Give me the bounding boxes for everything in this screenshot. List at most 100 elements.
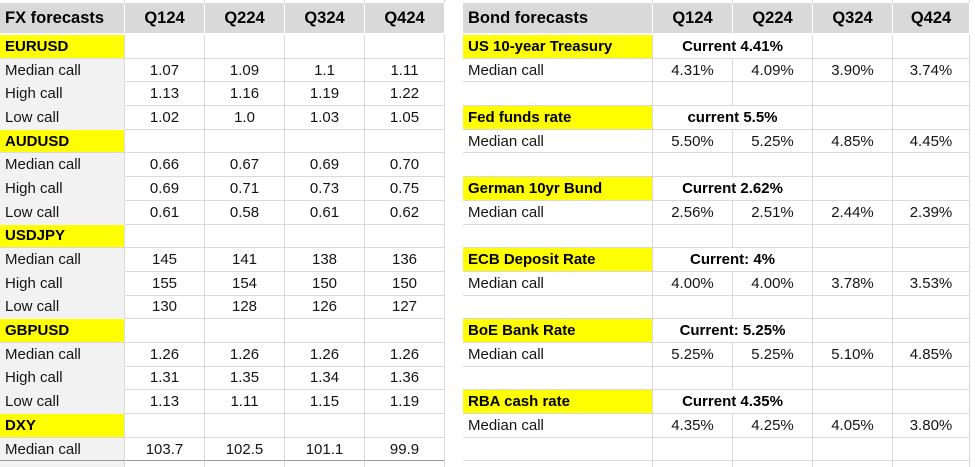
empty-cell[interactable] [653, 437, 733, 462]
empty-cell[interactable] [813, 177, 893, 201]
value-cell-audusd-q224[interactable]: 0.58 [205, 200, 285, 225]
value-cell-us-10-year-treasury-q424[interactable]: 3.74% [893, 58, 970, 83]
empty-cell[interactable] [125, 35, 205, 59]
column-header-q324[interactable]: Q324 [285, 3, 365, 35]
current-rate-boe-bank-rate[interactable]: Current: 5.25% [653, 319, 813, 343]
value-cell-dxy-q224[interactable]: 102.5 [205, 437, 285, 462]
empty-cell[interactable] [653, 295, 733, 320]
section-label-usdjpy[interactable]: USDJPY [0, 224, 125, 249]
empty-cell[interactable] [813, 319, 893, 343]
section-label-us-10-year-treasury[interactable]: US 10-year Treasury [463, 35, 653, 59]
value-cell-eurusd-q324[interactable]: 1.03 [285, 106, 365, 130]
empty-cell[interactable] [653, 153, 733, 178]
value-cell-usdjpy-q124[interactable]: 130 [125, 295, 205, 320]
value-cell-rba-cash-rate-q424[interactable]: 3.80% [893, 414, 970, 438]
empty-cell[interactable] [285, 129, 365, 154]
value-cell-gbpusd-q424[interactable]: 1.36 [365, 366, 445, 391]
row-label-eurusd-low-call[interactable]: Low call [0, 106, 125, 130]
row-label-dxy-median-call[interactable]: Median call [0, 437, 125, 462]
empty-cell[interactable] [463, 224, 653, 249]
value-cell-gbpusd-q424[interactable]: 1.19 [365, 390, 445, 414]
empty-cell[interactable] [463, 437, 653, 462]
empty-cell[interactable] [653, 366, 733, 391]
value-cell-eurusd-q224[interactable]: 1.09 [205, 58, 285, 83]
value-cell-gbpusd-q324[interactable]: 1.15 [285, 390, 365, 414]
row-label-audusd-low-call[interactable]: Low call [0, 200, 125, 225]
empty-cell[interactable] [365, 35, 445, 59]
value-cell-audusd-q324[interactable]: 0.69 [285, 153, 365, 178]
empty-cell[interactable] [463, 82, 653, 107]
value-cell-dxy-q124[interactable]: 103.7 [125, 437, 205, 462]
fx-forecasts-header-cell[interactable]: FX forecasts [0, 3, 125, 35]
empty-cell[interactable] [125, 224, 205, 249]
value-cell-dxy-q424[interactable]: 99.9 [365, 437, 445, 462]
section-label-rba-cash-rate[interactable]: RBA cash rate [463, 390, 653, 414]
column-header-q224[interactable]: Q224 [205, 3, 285, 35]
empty-cell[interactable] [365, 224, 445, 249]
column-header-q124[interactable]: Q124 [125, 3, 205, 35]
value-cell-eurusd-q124[interactable]: 1.13 [125, 82, 205, 107]
empty-cell[interactable] [813, 366, 893, 391]
section-label-fed-funds-rate[interactable]: Fed funds rate [463, 106, 653, 130]
value-cell-audusd-q124[interactable]: 0.61 [125, 200, 205, 225]
value-cell-usdjpy-q224[interactable]: 154 [205, 271, 285, 296]
empty-cell[interactable] [463, 153, 653, 178]
empty-cell[interactable] [893, 153, 970, 178]
section-label-german-10yr-bund[interactable]: German 10yr Bund [463, 177, 653, 201]
value-cell-fed-funds-rate-q224[interactable]: 5.25% [733, 129, 813, 154]
row-label-usdjpy-high-call[interactable]: High call [0, 271, 125, 296]
row-label-gbpusd-low-call[interactable]: Low call [0, 390, 125, 414]
empty-cell[interactable] [463, 366, 653, 391]
value-cell-eurusd-q224[interactable]: 1.0 [205, 106, 285, 130]
value-cell-gbpusd-q224[interactable]: 1.11 [205, 390, 285, 414]
value-cell-german-10yr-bund-q324[interactable]: 2.44% [813, 200, 893, 225]
value-cell-gbpusd-q124[interactable]: 1.31 [125, 366, 205, 391]
value-cell-us-10-year-treasury-q324[interactable]: 3.90% [813, 58, 893, 83]
empty-cell[interactable] [813, 224, 893, 249]
current-rate-fed-funds-rate[interactable]: current 5.5% [653, 106, 813, 130]
empty-cell[interactable] [205, 319, 285, 343]
column-header-q324[interactable]: Q324 [813, 3, 893, 35]
value-cell-audusd-q324[interactable]: 0.73 [285, 177, 365, 201]
value-cell-usdjpy-q224[interactable]: 141 [205, 248, 285, 272]
value-cell-ecb-deposit-rate-q324[interactable]: 3.78% [813, 271, 893, 296]
value-cell-eurusd-q124[interactable]: 1.02 [125, 106, 205, 130]
value-cell-rba-cash-rate-q224[interactable]: 4.25% [733, 414, 813, 438]
value-cell-boe-bank-rate-q224[interactable]: 5.25% [733, 342, 813, 367]
empty-cell[interactable] [285, 319, 365, 343]
value-cell-gbpusd-q124[interactable]: 1.13 [125, 390, 205, 414]
row-label-usdjpy-low-call[interactable]: Low call [0, 295, 125, 320]
empty-cell[interactable] [365, 129, 445, 154]
column-header-q424[interactable]: Q424 [365, 3, 445, 35]
value-cell-rba-cash-rate-q124[interactable]: 4.35% [653, 414, 733, 438]
empty-cell[interactable] [813, 82, 893, 107]
row-label-german-10yr-bund-median-call[interactable]: Median call [463, 200, 653, 225]
bond-forecasts-header-cell[interactable]: Bond forecasts [463, 3, 653, 35]
empty-cell[interactable] [813, 295, 893, 320]
empty-cell[interactable] [813, 248, 893, 272]
value-cell-dxy-q324[interactable]: 101.1 [285, 437, 365, 462]
value-cell-usdjpy-q124[interactable]: 145 [125, 248, 205, 272]
row-label-gbpusd-high-call[interactable]: High call [0, 366, 125, 391]
row-label-eurusd-high-call[interactable]: High call [0, 82, 125, 107]
empty-cell[interactable] [893, 437, 970, 462]
value-cell-audusd-q224[interactable]: 0.71 [205, 177, 285, 201]
row-label-audusd-high-call[interactable]: High call [0, 177, 125, 201]
row-label-audusd-median-call[interactable]: Median call [0, 153, 125, 178]
value-cell-usdjpy-q324[interactable]: 150 [285, 271, 365, 296]
section-label-boe-bank-rate[interactable]: BoE Bank Rate [463, 319, 653, 343]
value-cell-german-10yr-bund-q124[interactable]: 2.56% [653, 200, 733, 225]
value-cell-gbpusd-q424[interactable]: 1.26 [365, 342, 445, 367]
column-header-q424[interactable]: Q424 [893, 3, 970, 35]
value-cell-rba-cash-rate-q324[interactable]: 4.05% [813, 414, 893, 438]
row-label-us-10-year-treasury-median-call[interactable]: Median call [463, 58, 653, 83]
value-cell-eurusd-q224[interactable]: 1.16 [205, 82, 285, 107]
value-cell-ecb-deposit-rate-q224[interactable]: 4.00% [733, 271, 813, 296]
value-cell-audusd-q224[interactable]: 0.67 [205, 153, 285, 178]
value-cell-german-10yr-bund-q424[interactable]: 2.39% [893, 200, 970, 225]
empty-cell[interactable] [893, 224, 970, 249]
value-cell-usdjpy-q224[interactable]: 128 [205, 295, 285, 320]
row-label-usdjpy-median-call[interactable]: Median call [0, 248, 125, 272]
section-label-ecb-deposit-rate[interactable]: ECB Deposit Rate [463, 248, 653, 272]
empty-cell[interactable] [463, 295, 653, 320]
